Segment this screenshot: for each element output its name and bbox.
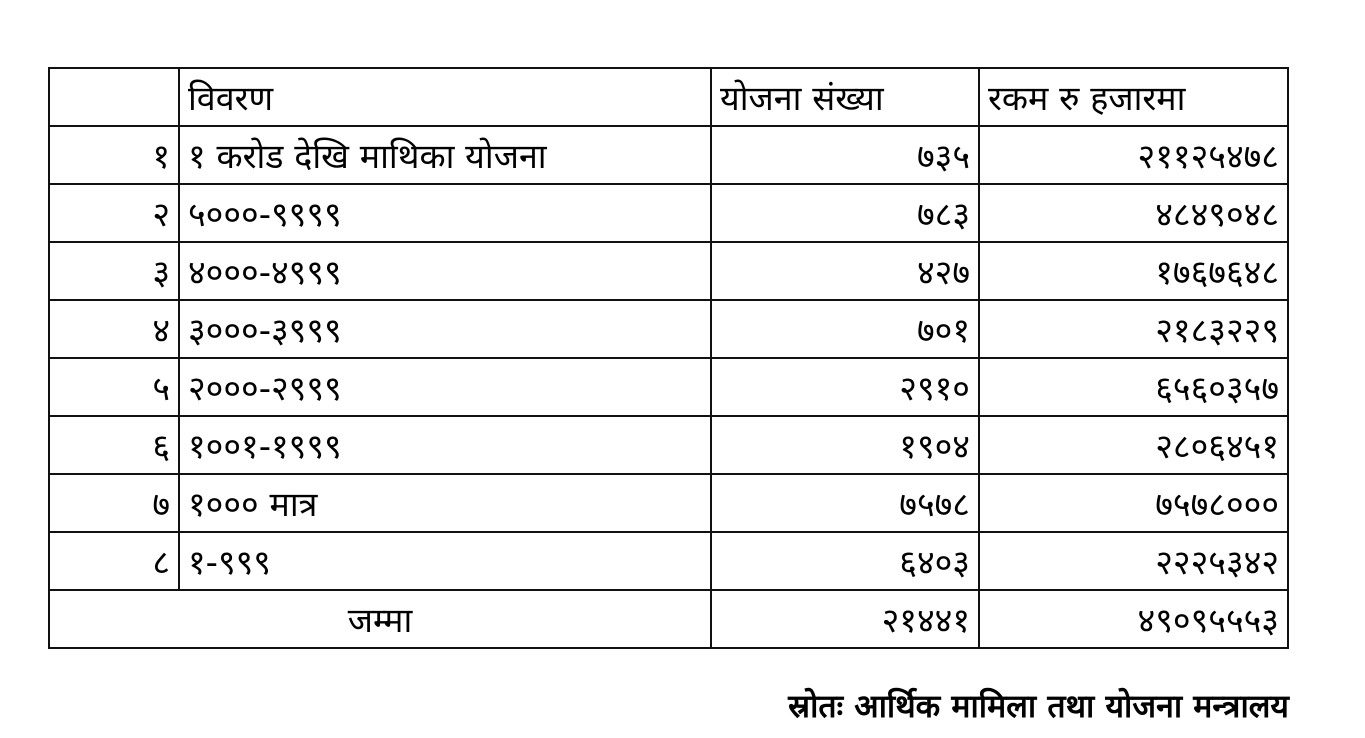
source-note: स्रोतः आर्थिक मामिला तथा योजना मन्त्रालय — [788, 687, 1289, 725]
header-sn — [48, 67, 180, 127]
total-row: जम्मा २१४४१ ४९०९५५५३ — [48, 589, 1289, 649]
table-row: ४ ३०००-३९९९ ७०१ २१८३२२९ — [48, 299, 1289, 359]
table-row: ५ २०००-२९९९ २९१० ६५६०३५७ — [48, 357, 1289, 417]
table-row: २ ५०००-९९९९ ७८३ ४८४९०४८ — [48, 183, 1289, 243]
row-amount: २११२५४७८ — [978, 125, 1289, 185]
row-count: ४२७ — [710, 241, 980, 301]
row-count: २९१० — [710, 357, 980, 417]
table-row: ८ १-९९९ ६४०३ २२२५३४२ — [48, 531, 1289, 591]
total-amount: ४९०९५५५३ — [978, 589, 1289, 649]
row-description: १-९९९ — [178, 531, 712, 591]
row-sn: १ — [48, 125, 180, 185]
table-row: ६ १००१-१९९९ १९०४ २८०६४५१ — [48, 415, 1289, 475]
header-description: विवरण — [178, 67, 712, 127]
row-sn: ४ — [48, 299, 180, 359]
row-description: १ करोड देखि माथिका योजना — [178, 125, 712, 185]
total-label: जम्मा — [48, 589, 712, 649]
row-sn: ८ — [48, 531, 180, 591]
row-description: १००१-१९९९ — [178, 415, 712, 475]
row-count: ६४०३ — [710, 531, 980, 591]
row-sn: २ — [48, 183, 180, 243]
header-count: योजना संख्या — [710, 67, 980, 127]
row-amount: २२२५३४२ — [978, 531, 1289, 591]
row-amount: २८०६४५१ — [978, 415, 1289, 475]
row-description: २०००-२९९९ — [178, 357, 712, 417]
header-row: विवरण योजना संख्या रकम रु हजारमा — [48, 67, 1289, 127]
row-sn: ७ — [48, 473, 180, 533]
row-count: ७०१ — [710, 299, 980, 359]
row-count: १९०४ — [710, 415, 980, 475]
table-row: ३ ४०००-४९९९ ४२७ १७६७६४८ — [48, 241, 1289, 301]
row-sn: ३ — [48, 241, 180, 301]
table-row: ७ १००० मात्र ७५७८ ७५७८००० — [48, 473, 1289, 533]
row-count: ७८३ — [710, 183, 980, 243]
header-amount: रकम रु हजारमा — [978, 67, 1289, 127]
row-amount: १७६७६४८ — [978, 241, 1289, 301]
row-description: ५०००-९९९९ — [178, 183, 712, 243]
row-description: ३०००-३९९९ — [178, 299, 712, 359]
row-amount: ६५६०३५७ — [978, 357, 1289, 417]
row-description: ४०००-४९९९ — [178, 241, 712, 301]
row-count: ७५७८ — [710, 473, 980, 533]
row-sn: ५ — [48, 357, 180, 417]
row-count: ७३५ — [710, 125, 980, 185]
row-amount: २१८३२२९ — [978, 299, 1289, 359]
total-count: २१४४१ — [710, 589, 980, 649]
row-amount: ४८४९०४८ — [978, 183, 1289, 243]
row-amount: ७५७८००० — [978, 473, 1289, 533]
row-description: १००० मात्र — [178, 473, 712, 533]
row-sn: ६ — [48, 415, 180, 475]
